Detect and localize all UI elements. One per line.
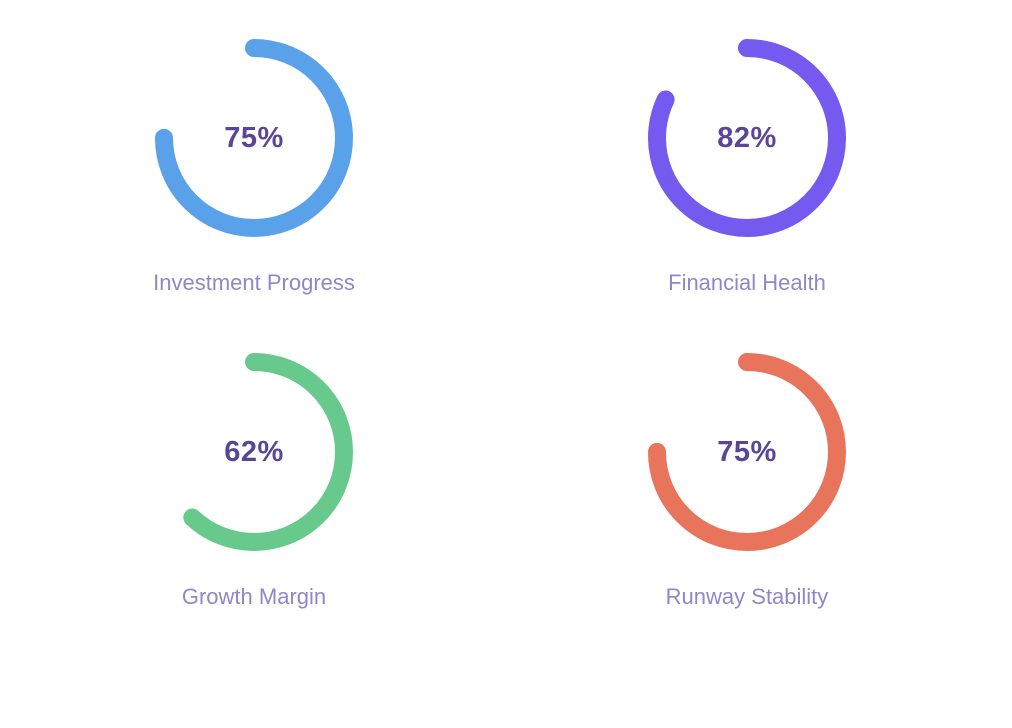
radial-gauge: 75% — [647, 352, 847, 552]
gauge-arc — [155, 39, 353, 237]
gauge-arc — [155, 353, 353, 551]
gauge-value: 75% — [224, 121, 284, 154]
radial-gauge: 75% — [154, 38, 354, 238]
gauge-card-investment-progress: 75% Investment Progress — [104, 38, 404, 296]
gauge-ring-svg — [648, 353, 846, 551]
gauge-ring-svg — [155, 39, 353, 237]
gauge-arc — [648, 39, 846, 237]
gauge-ring-svg — [648, 39, 846, 237]
gauge-value: 75% — [717, 435, 777, 468]
gauge-card-financial-health: 82% Financial Health — [597, 38, 897, 296]
gauge-card-growth-margin: 62% Growth Margin — [104, 352, 404, 610]
gauge-value: 82% — [717, 121, 777, 154]
gauge-card-runway-stability: 75% Runway Stability — [597, 352, 897, 610]
gauge-label: Runway Stability — [665, 584, 829, 609]
gauge-label: Financial Health — [668, 270, 826, 295]
radial-gauge: 82% — [647, 38, 847, 238]
gauge-value: 62% — [224, 435, 284, 468]
gauge-ring-svg — [155, 353, 353, 551]
gauge-label: Growth Margin — [181, 584, 327, 609]
radial-gauge: 62% — [154, 352, 354, 552]
gauge-arc — [648, 353, 846, 551]
gauge-label: Investment Progress — [153, 270, 355, 295]
